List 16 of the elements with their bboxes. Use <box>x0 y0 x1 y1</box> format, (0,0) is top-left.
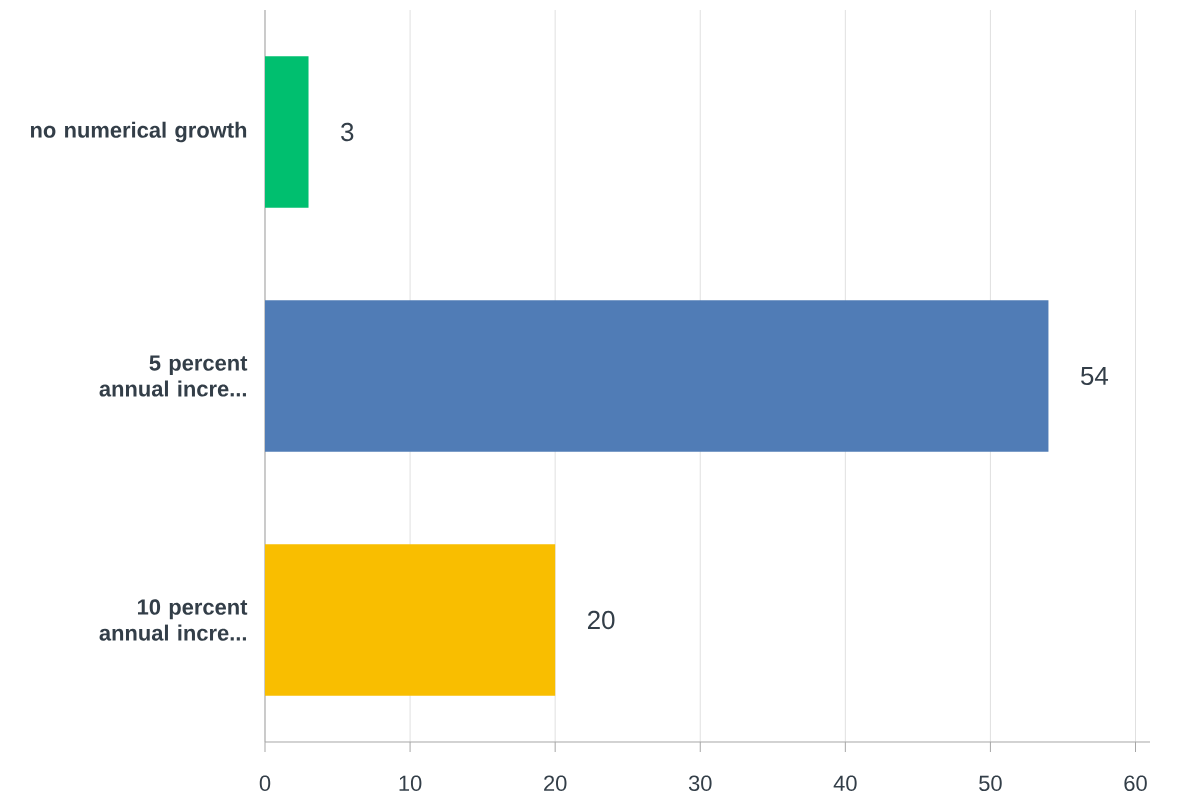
x-tick-label: 20 <box>544 775 567 792</box>
y-tick-label: no numerical growth <box>30 121 247 143</box>
data-label: 20 <box>587 610 615 630</box>
x-tick-label: 30 <box>688 775 712 792</box>
bar <box>265 544 556 696</box>
bar <box>265 56 309 208</box>
y-tick-label: 10 percent annual incre... <box>99 599 248 641</box>
bar <box>265 300 1049 452</box>
x-tick-label: 60 <box>1124 775 1147 792</box>
x-tick-label: 10 <box>399 775 422 792</box>
x-tick-label: 0 <box>259 775 271 792</box>
x-tick-label: 40 <box>833 775 857 792</box>
x-tick-label: 50 <box>979 775 1002 792</box>
data-label: 3 <box>341 122 354 142</box>
y-tick-label: 5 percent annual incre... <box>99 355 248 397</box>
data-label: 54 <box>1081 366 1109 386</box>
